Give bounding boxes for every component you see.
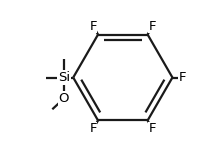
Text: O: O [59, 92, 69, 105]
Text: Si: Si [58, 71, 70, 84]
Text: F: F [149, 122, 156, 135]
Text: F: F [149, 20, 156, 33]
Text: F: F [89, 122, 97, 135]
Text: F: F [89, 20, 97, 33]
Text: F: F [178, 71, 186, 84]
